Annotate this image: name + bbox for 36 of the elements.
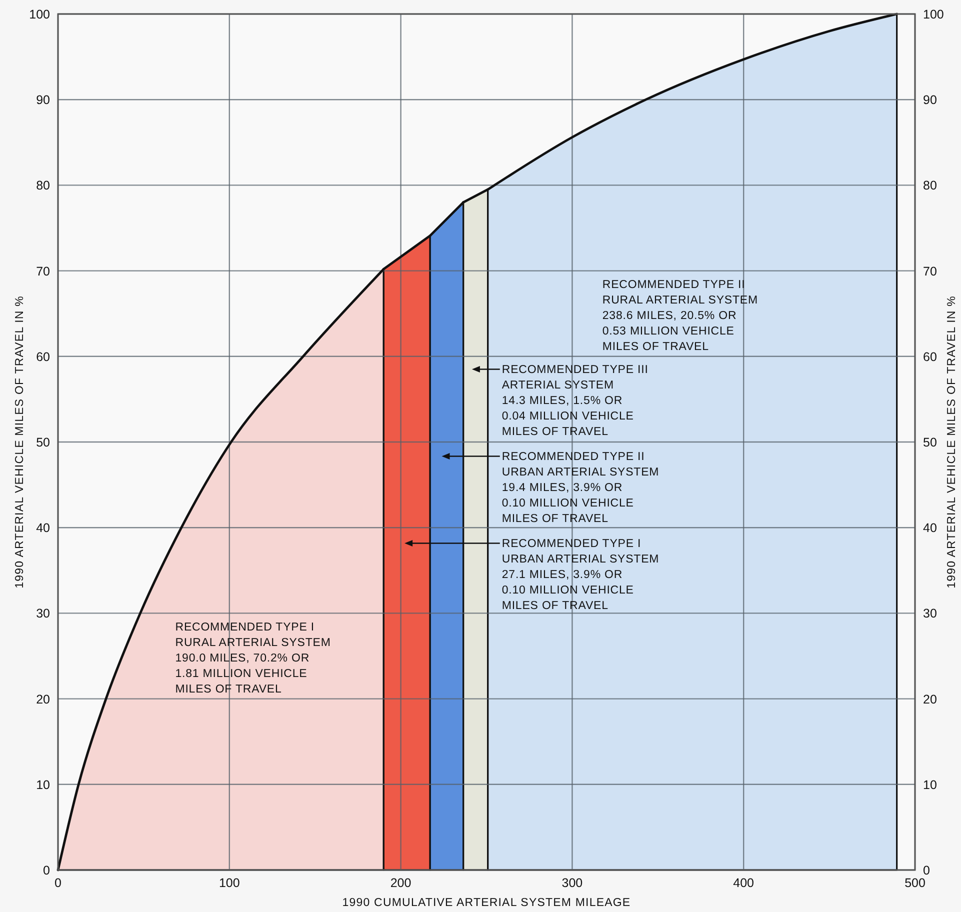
annotation: RECOMMENDED TYPE II URBAN ARTERIAL SYSTEM 19.4 MILES, 3.9% OR 0.10 MILLION VEHICLE MILES OF TRAVEL — [502, 451, 660, 526]
y-tick-label: 80 — [36, 178, 50, 193]
y-tick-label: 20 — [36, 692, 50, 706]
y2-axis-title: 1990 ARTERIAL VEHICLE MILES OF TRAVEL IN % — [946, 296, 958, 588]
y2-tick-label: 80 — [923, 178, 937, 193]
annotation: RECOMMENDED TYPE II RURAL ARTERIAL SYSTEM 238.6 MILES, 20.5% OR 0.53 MILLION VEHICLE MILES OF TRAVEL — [602, 278, 758, 353]
y2-tick-label: 10 — [923, 778, 937, 792]
y2-tick-label: 0 — [923, 864, 930, 878]
annotation: RECOMMENDED TYPE I URBAN ARTERIAL SYSTEM 27.1 MILES, 3.9% OR 0.10 MILLION VEHICLE MILES OF TRAVEL — [502, 538, 660, 612]
y2-tick-label: 90 — [923, 93, 937, 108]
x-tick-label: 400 — [733, 876, 754, 890]
y2-tick-label: 50 — [923, 436, 937, 450]
y-axis-title: 1990 ARTERIAL VEHICLE MILES OF TRAVEL IN % — [14, 296, 26, 588]
x-tick-label: 300 — [562, 876, 583, 890]
y2-tick-label: 100 — [923, 8, 944, 22]
y2-tick-label: 30 — [923, 606, 937, 621]
y-tick-label: 50 — [36, 436, 50, 450]
x-tick-label: 500 — [904, 876, 926, 890]
x-tick-label: 200 — [390, 876, 412, 890]
y2-tick-label: 60 — [923, 350, 937, 364]
annotation: RECOMMENDED TYPE I RURAL ARTERIAL SYSTEM 190.0 MILES, 70.2% OR 1.81 MILLION VEHICLE MILES OF TRAVEL — [175, 621, 331, 696]
y2-tick-label: 70 — [923, 264, 937, 278]
y-tick-label: 10 — [36, 778, 50, 792]
x-tick-label: 100 — [218, 876, 240, 890]
y-tick-label: 40 — [36, 521, 50, 536]
y-tick-label: 90 — [36, 93, 50, 108]
y-tick-label: 60 — [36, 350, 50, 364]
y2-tick-label: 20 — [923, 692, 937, 706]
y-tick-label: 0 — [43, 864, 50, 878]
y-tick-label: 100 — [29, 8, 50, 22]
x-tick-label: 0 — [54, 876, 62, 890]
x-axis-title: 1990 CUMULATIVE ARTERIAL SYSTEM MILEAGE — [342, 897, 631, 909]
y2-tick-label: 40 — [923, 521, 937, 536]
y-tick-label: 30 — [36, 606, 50, 621]
annotation: RECOMMENDED TYPE III ARTERIAL SYSTEM 14.3 MILES, 1.5% OR 0.04 MILLION VEHICLE MILES OF TRAVEL — [502, 364, 648, 438]
y-tick-label: 70 — [36, 264, 50, 278]
